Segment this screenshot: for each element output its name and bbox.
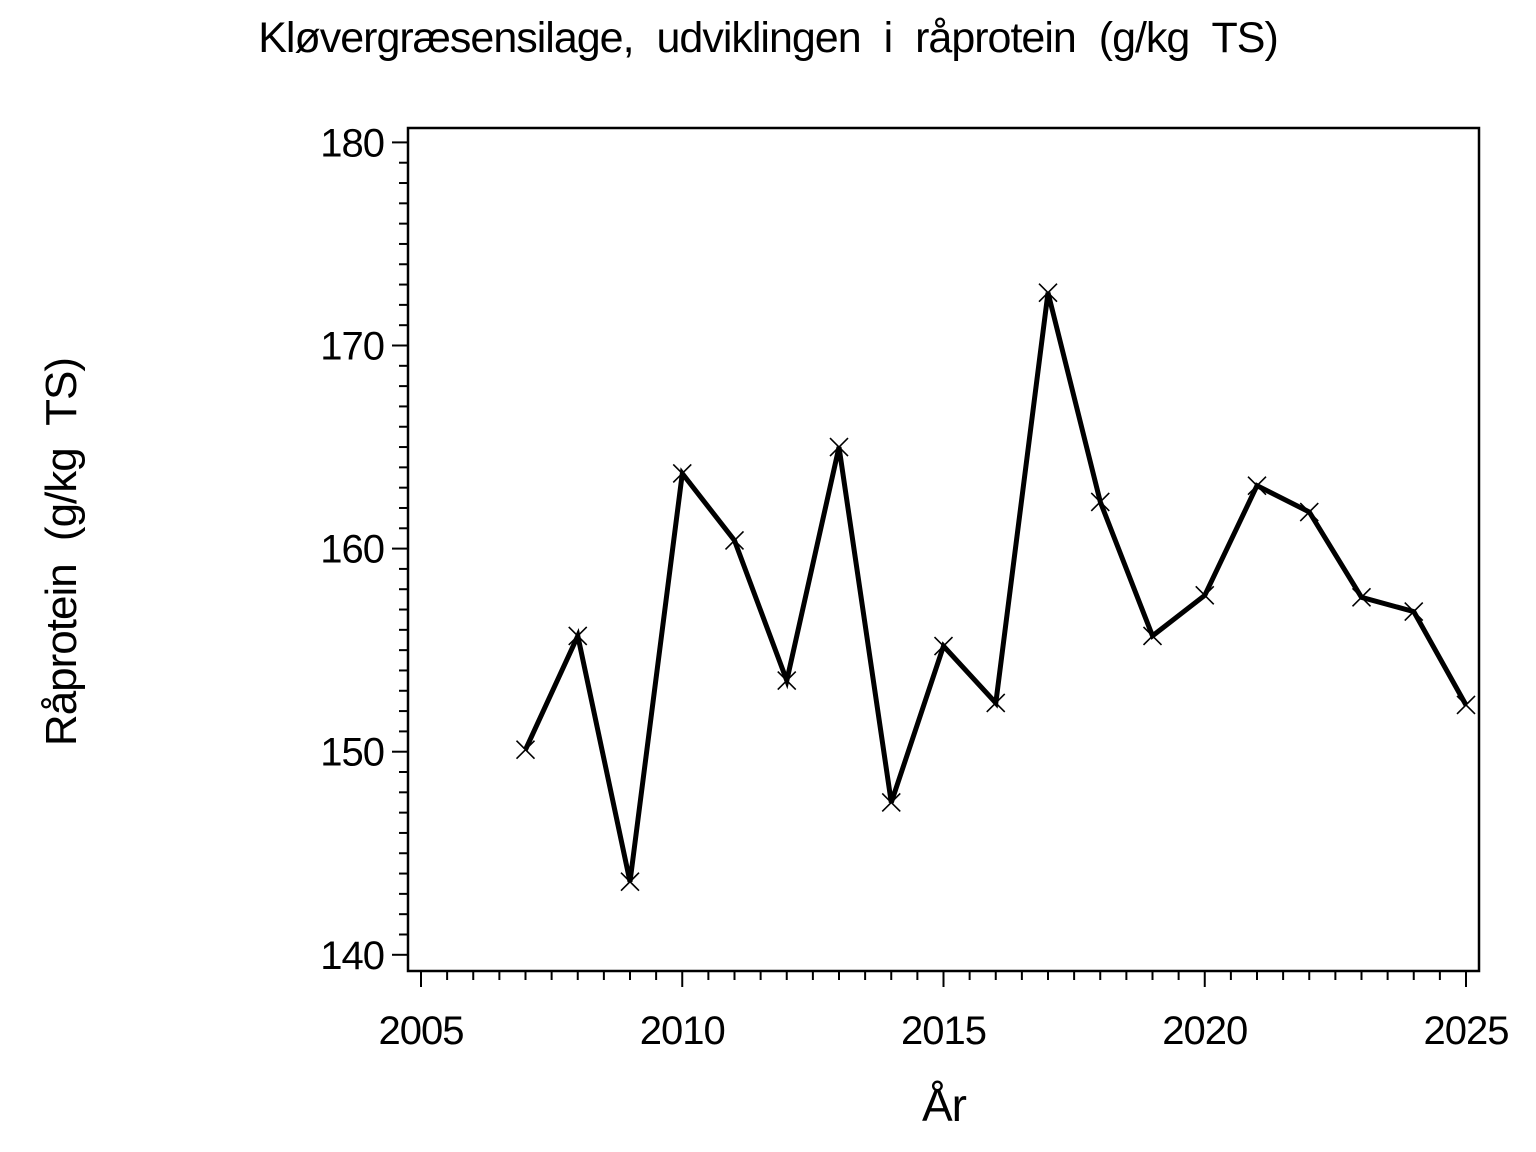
y-tick-label: 160 [320, 528, 384, 572]
x-tick-label: 2015 [901, 1009, 986, 1053]
y-tick-label: 170 [320, 325, 384, 369]
data-line [523, 292, 1469, 883]
chart-title: Kløvergræsensilage, udviklingen i råprot… [258, 14, 1279, 62]
data-point-marker [568, 626, 588, 646]
x-tick-label: 2025 [1424, 1009, 1509, 1053]
x-tick-label: 2005 [379, 1009, 464, 1053]
x-tick-label: 2010 [640, 1009, 725, 1053]
data-point-marker [620, 872, 640, 892]
data-point-marker [1456, 695, 1476, 715]
data-point-marker [986, 693, 1006, 713]
data-point-marker [933, 636, 954, 656]
data-point-marker [1195, 585, 1215, 605]
y-tick-label: 140 [320, 934, 384, 978]
plot-frame [406, 126, 1481, 973]
data-point-marker [1299, 502, 1319, 522]
data-point-marker [881, 792, 901, 813]
data-point-marker [1038, 283, 1058, 303]
data-point-marker [1090, 492, 1110, 512]
y-tick-label: 180 [320, 121, 384, 165]
data-point-marker [724, 530, 745, 551]
data-point-marker [1247, 476, 1267, 496]
data-point-marker [1351, 587, 1372, 607]
x-axis-title: År [922, 1079, 967, 1131]
data-point-marker [1404, 601, 1424, 622]
data-point-marker [672, 463, 692, 484]
data-point-marker [829, 437, 849, 457]
data-point-marker [1142, 626, 1163, 646]
data-point-marker [777, 671, 797, 691]
data-point-marker [515, 740, 536, 760]
y-tick-label: 150 [320, 731, 384, 775]
x-tick-label: 2020 [1162, 1009, 1247, 1053]
